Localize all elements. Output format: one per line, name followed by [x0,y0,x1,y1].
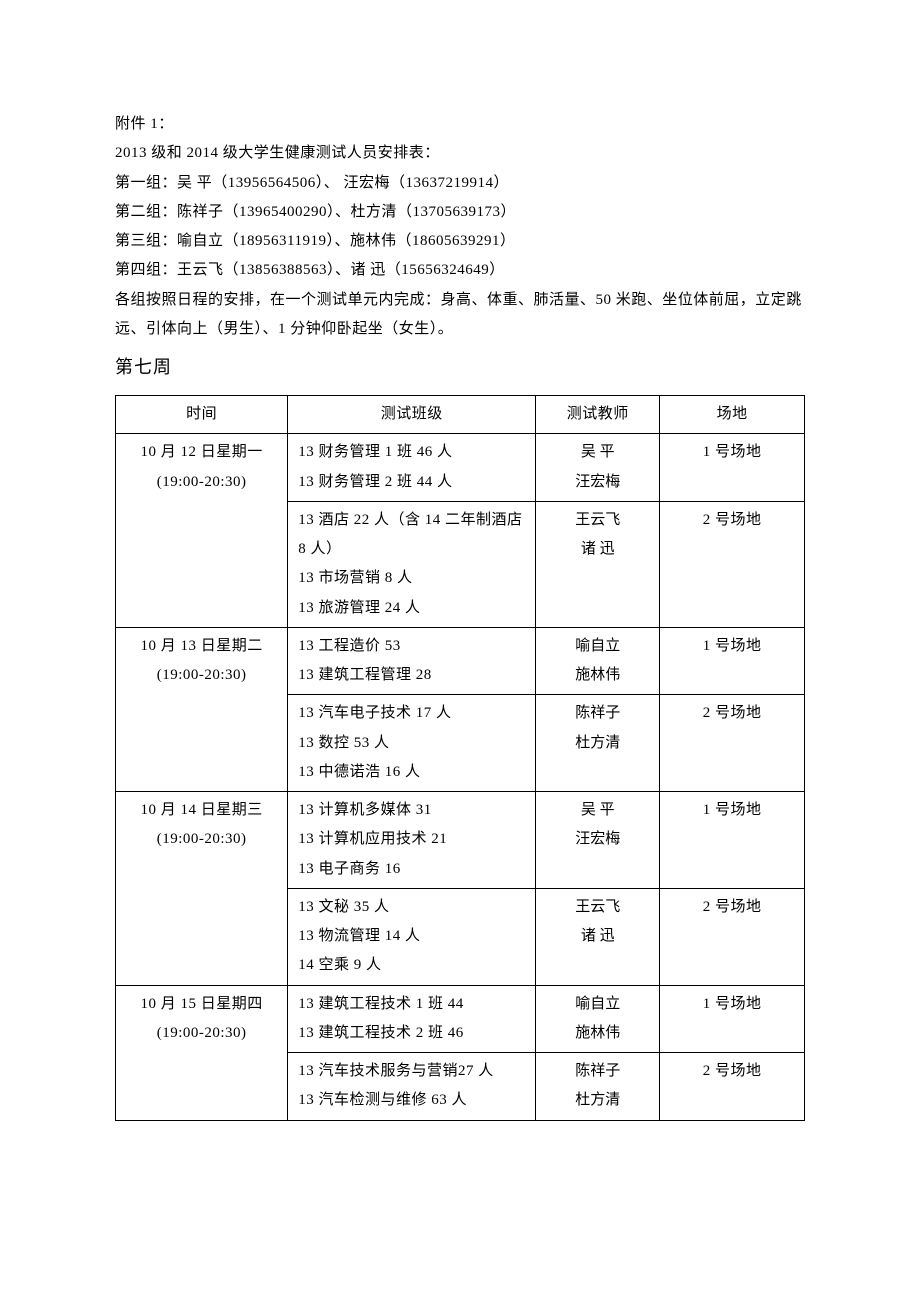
cell-teacher: 喻自立施林伟 [536,985,660,1053]
cell-class: 13 财务管理 1 班 46 人13 财务管理 2 班 44 人 [288,434,536,502]
cell-teacher: 王云飞诸 迅 [536,888,660,985]
cell-venue: 1 号场地 [660,792,805,889]
cell-teacher: 吴 平汪宏梅 [536,792,660,889]
table-row: 10 月 12 日星期一(19:00-20:30)13 财务管理 1 班 46 … [116,434,805,502]
cell-venue: 2 号场地 [660,501,805,627]
th-venue: 场地 [660,396,805,434]
th-time: 时间 [116,396,288,434]
table-row: 10 月 13 日星期二(19:00-20:30)13 工程造价 5313 建筑… [116,627,805,695]
cell-teacher: 吴 平汪宏梅 [536,434,660,502]
cell-venue: 1 号场地 [660,985,805,1053]
cell-time: 10 月 12 日星期一(19:00-20:30) [116,434,288,628]
cell-class: 13 计算机多媒体 3113 计算机应用技术 2113 电子商务 16 [288,792,536,889]
group-1: 第一组：吴 平（13956564506）、 汪宏梅（13637219914） [115,169,805,198]
instruction: 各组按照日程的安排，在一个测试单元内完成：身高、体重、肺活量、50 米跑、坐位体… [115,286,805,345]
cell-class: 13 汽车技术服务与营销27 人13 汽车检测与维修 63 人 [288,1053,536,1121]
th-teacher: 测试教师 [536,396,660,434]
cell-venue: 2 号场地 [660,888,805,985]
cell-venue: 1 号场地 [660,627,805,695]
cell-class: 13 工程造价 5313 建筑工程管理 28 [288,627,536,695]
table-row: 10 月 15 日星期四(19:00-20:30)13 建筑工程技术 1 班 4… [116,985,805,1053]
cell-teacher: 喻自立施林伟 [536,627,660,695]
group-3: 第三组：喻自立（18956311919）、施林伟（18605639291） [115,227,805,256]
cell-venue: 2 号场地 [660,695,805,792]
cell-time: 10 月 13 日星期二(19:00-20:30) [116,627,288,791]
cell-class: 13 酒店 22 人（含 14 二年制酒店 8 人）13 市场营销 8 人13 … [288,501,536,627]
table-row: 10 月 14 日星期三(19:00-20:30)13 计算机多媒体 3113 … [116,792,805,889]
schedule-table: 时间 测试班级 测试教师 场地 10 月 12 日星期一(19:00-20:30… [115,395,805,1121]
group-2: 第二组：陈祥子（13965400290）、杜方清（13705639173） [115,198,805,227]
cell-class: 13 汽车电子技术 17 人13 数控 53 人13 中德诺浩 16 人 [288,695,536,792]
cell-teacher: 王云飞诸 迅 [536,501,660,627]
cell-time: 10 月 14 日星期三(19:00-20:30) [116,792,288,986]
cell-time: 10 月 15 日星期四(19:00-20:30) [116,985,288,1120]
cell-venue: 2 号场地 [660,1053,805,1121]
attachment-label: 附件 1： [115,110,805,139]
cell-class: 13 建筑工程技术 1 班 4413 建筑工程技术 2 班 46 [288,985,536,1053]
th-class: 测试班级 [288,396,536,434]
table-body: 10 月 12 日星期一(19:00-20:30)13 财务管理 1 班 46 … [116,434,805,1120]
cell-venue: 1 号场地 [660,434,805,502]
week-heading: 第七周 [115,350,805,385]
cell-teacher: 陈祥子杜方清 [536,1053,660,1121]
doc-title: 2013 级和 2014 级大学生健康测试人员安排表： [115,139,805,168]
table-header-row: 时间 测试班级 测试教师 场地 [116,396,805,434]
cell-teacher: 陈祥子杜方清 [536,695,660,792]
cell-class: 13 文秘 35 人13 物流管理 14 人14 空乘 9 人 [288,888,536,985]
group-4: 第四组：王云飞（13856388563）、诸 迅（15656324649） [115,256,805,285]
